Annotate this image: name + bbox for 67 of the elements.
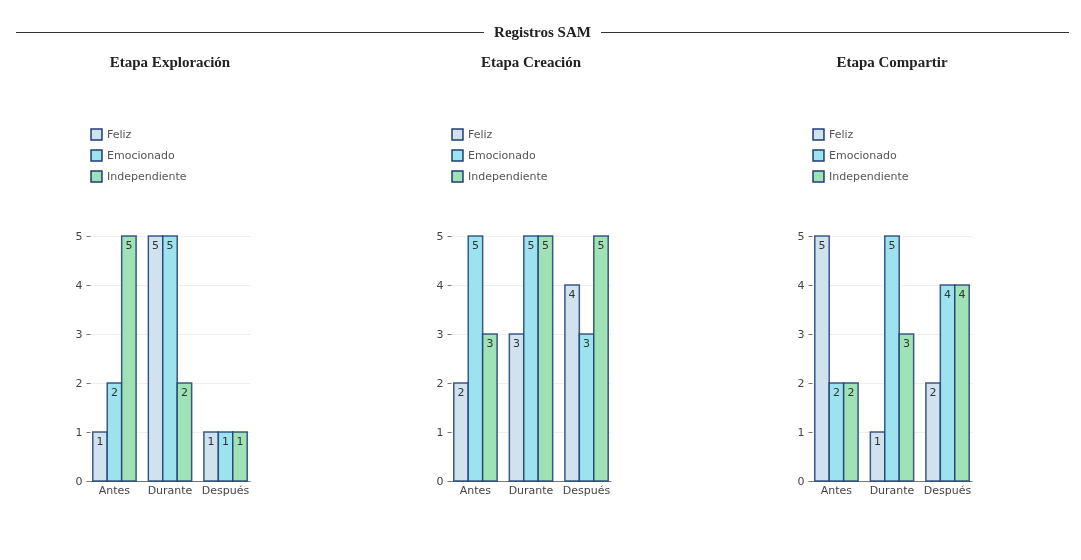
data-label: 3 — [486, 337, 494, 350]
x-tick-label: Durante — [508, 483, 554, 497]
data-label: 2 — [832, 386, 840, 399]
data-label: 5 — [166, 239, 174, 252]
data-label: 1 — [207, 435, 215, 448]
x-tick-label: Después — [562, 483, 611, 497]
y-tick-label: 1 — [75, 425, 83, 439]
data-label: 2 — [180, 386, 188, 399]
data-label: 5 — [152, 239, 160, 252]
y-tick-label: 4 — [797, 278, 805, 292]
legend-label: Feliz — [107, 127, 132, 141]
data-label: 1 — [236, 435, 244, 448]
data-label: 1 — [96, 435, 104, 448]
y-tick-label: 5 — [797, 229, 805, 243]
y-tick-label: 0 — [797, 474, 805, 488]
x-tick-label: Después — [923, 483, 972, 497]
y-tick-label: 5 — [75, 229, 83, 243]
y-tick-label: 3 — [436, 327, 444, 341]
data-label: 5 — [541, 239, 549, 252]
y-tick-label: 3 — [797, 327, 805, 341]
legend-label: Emocionado — [829, 148, 897, 162]
y-tick-label: 0 — [436, 474, 444, 488]
x-tick-label: Durante — [147, 483, 193, 497]
data-label: 1 — [874, 435, 882, 448]
data-label: 4 — [568, 288, 576, 301]
y-tick-label: 5 — [436, 229, 444, 243]
data-label: 2 — [929, 386, 937, 399]
chart-title: Etapa Exploración — [109, 54, 231, 70]
x-tick-label: Durante — [869, 483, 915, 497]
legend-label: Feliz — [468, 127, 493, 141]
legend-label: Emocionado — [107, 148, 175, 162]
data-label: 2 — [110, 386, 118, 399]
x-tick-label: Antes — [459, 483, 492, 497]
data-label: 5 — [125, 239, 133, 252]
legend-label: Independiente — [468, 169, 548, 183]
data-label: 3 — [513, 337, 521, 350]
legend-label: Independiente — [829, 169, 909, 183]
x-tick-label: Antes — [98, 483, 131, 497]
y-tick-label: 4 — [436, 278, 444, 292]
legend-label: Independiente — [107, 169, 187, 183]
legend-label: Feliz — [829, 127, 854, 141]
y-tick-label: 2 — [797, 376, 805, 390]
data-label: 2 — [847, 386, 855, 399]
data-label: 4 — [958, 288, 966, 301]
data-label: 5 — [527, 239, 535, 252]
data-label: 5 — [888, 239, 896, 252]
legend-label: Emocionado — [468, 148, 536, 162]
text: Registros SAM — [493, 24, 592, 41]
data-label: 4 — [944, 288, 952, 301]
data-label: 3 — [902, 337, 910, 350]
data-label: 5 — [818, 239, 826, 252]
x-tick-label: Antes — [820, 483, 853, 497]
data-label: 5 — [597, 239, 605, 252]
y-tick-label: 1 — [797, 425, 805, 439]
chart-title: Etapa Compartir — [836, 54, 948, 70]
y-tick-label: 4 — [75, 278, 83, 292]
data-label: 3 — [583, 337, 591, 350]
y-tick-label: 1 — [436, 425, 444, 439]
y-tick-label: 3 — [75, 327, 83, 341]
y-tick-label: 2 — [436, 376, 444, 390]
data-label: 1 — [222, 435, 230, 448]
x-tick-label: Después — [201, 483, 250, 497]
chart-title: Etapa Creación — [480, 54, 582, 70]
data-label: 5 — [471, 239, 479, 252]
data-label: 2 — [457, 386, 465, 399]
y-tick-label: 0 — [75, 474, 83, 488]
y-tick-label: 2 — [75, 376, 83, 390]
